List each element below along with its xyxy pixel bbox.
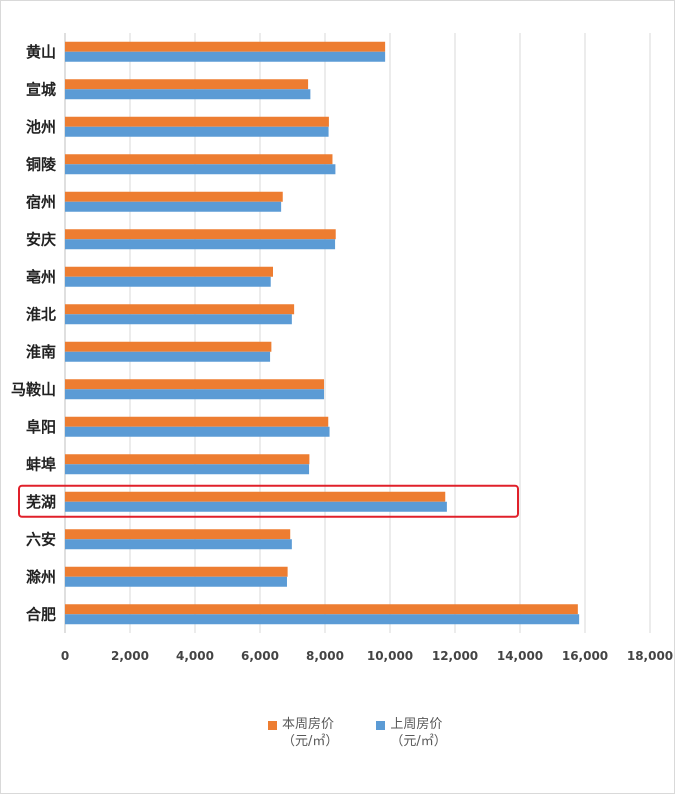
category-label: 安庆 — [26, 230, 56, 248]
category-label: 滁州 — [26, 568, 56, 586]
legend-swatch-last-week — [376, 721, 386, 730]
bar-this-week — [65, 416, 329, 427]
x-tick-label: 12,000 — [432, 649, 478, 663]
category-label: 宿州 — [26, 193, 56, 211]
category-label: 合肥 — [25, 605, 56, 623]
bar-this-week — [65, 154, 333, 165]
bar-last-week — [65, 426, 330, 437]
category-label: 宣城 — [26, 80, 56, 98]
bar-this-week — [65, 491, 446, 502]
bar-this-week — [65, 341, 272, 352]
bar-this-week — [65, 304, 295, 315]
category-label: 淮北 — [26, 305, 56, 323]
bar-last-week — [65, 576, 287, 587]
bar-this-week — [65, 79, 309, 90]
bar-this-week — [65, 116, 329, 127]
bar-last-week — [65, 126, 329, 137]
legend-label-this-week: 本周房价 （元/㎡） — [282, 717, 339, 749]
bar-this-week — [65, 454, 310, 465]
category-label: 淮南 — [26, 343, 56, 361]
bar-last-week — [65, 239, 336, 250]
bar-last-week — [65, 464, 310, 475]
bar-this-week — [65, 566, 288, 577]
bar-last-week — [65, 89, 311, 100]
bar-this-week — [65, 229, 336, 240]
category-label: 铜陵 — [26, 155, 57, 173]
bar-last-week — [65, 389, 325, 400]
bar-last-week — [65, 164, 336, 175]
bar-this-week — [65, 604, 578, 615]
category-label: 黄山 — [26, 43, 56, 61]
category-label: 亳州 — [26, 268, 56, 286]
bar-this-week — [65, 379, 325, 390]
legend-swatch-this-week — [268, 721, 277, 730]
bar-last-week — [65, 51, 386, 62]
category-label: 六安 — [26, 530, 56, 548]
bar-last-week — [65, 314, 292, 325]
x-tick-label: 2,000 — [111, 649, 149, 663]
bar-this-week — [65, 191, 283, 202]
x-tick-label: 18,000 — [627, 649, 673, 663]
category-label: 池州 — [26, 118, 56, 136]
x-tick-label: 10,000 — [367, 649, 413, 663]
legend-label-last-week: 上周房价 （元/㎡） — [390, 717, 447, 749]
bar-this-week — [65, 529, 291, 540]
legend-item-last-week: 上周房价 （元/㎡） — [376, 716, 447, 750]
x-tick-label: 16,000 — [562, 649, 608, 663]
category-label: 蚌埠 — [26, 455, 56, 473]
x-tick-label: 14,000 — [497, 649, 543, 663]
category-label: 马鞍山 — [11, 380, 56, 398]
bar-last-week — [65, 276, 271, 287]
legend-item-this-week: 本周房价 （元/㎡） — [268, 716, 338, 750]
bar-last-week — [65, 539, 292, 550]
x-tick-label: 0 — [61, 649, 69, 663]
legend: 本周房价 （元/㎡） 上周房价 （元/㎡） — [268, 716, 447, 750]
x-tick-label: 4,000 — [176, 649, 214, 663]
bar-last-week — [65, 351, 271, 362]
bar-this-week — [65, 266, 273, 277]
bar-last-week — [65, 614, 580, 625]
bar-this-week — [65, 41, 386, 52]
category-label: 阜阳 — [26, 418, 56, 436]
bar-last-week — [65, 501, 447, 512]
highlight-box — [18, 484, 519, 518]
bar-last-week — [65, 201, 282, 212]
x-tick-label: 6,000 — [241, 649, 279, 663]
category-label: 芜湖 — [26, 493, 56, 511]
x-tick-label: 8,000 — [306, 649, 344, 663]
